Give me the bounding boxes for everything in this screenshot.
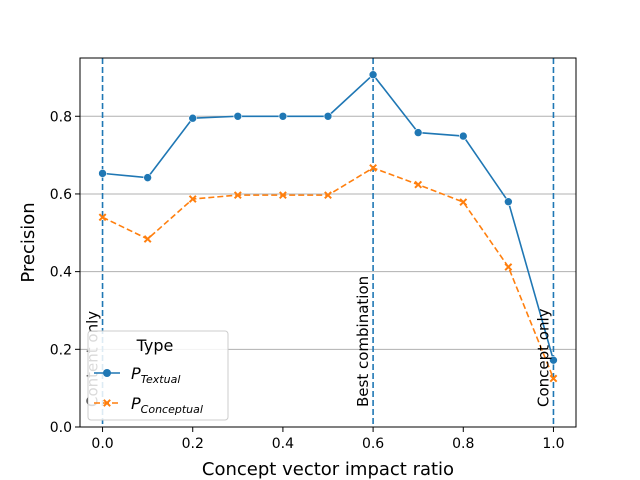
- data-point: [369, 164, 377, 172]
- data-point: [98, 169, 107, 178]
- data-point: [98, 213, 107, 222]
- x-tick-label: 0.4: [272, 436, 294, 452]
- x-axis-title: Concept vector impact ratio: [202, 459, 454, 480]
- y-tick-label: 0.2: [50, 342, 72, 358]
- x-tick-label: 1.0: [542, 436, 564, 452]
- legend-title: Type: [136, 336, 174, 355]
- data-point: [323, 111, 333, 121]
- x-tick-label: 0.2: [182, 436, 204, 452]
- x-tick-label: 0.6: [362, 436, 384, 452]
- legend-label-subscript: Conceptual: [141, 403, 203, 416]
- data-point: [459, 198, 468, 207]
- y-tick-label: 0.0: [50, 420, 72, 436]
- data-point: [549, 355, 558, 365]
- data-point: [504, 197, 513, 207]
- data-point: [549, 374, 558, 383]
- legend-marker: [103, 399, 111, 407]
- x-tick-label: 0.0: [91, 436, 113, 452]
- data-point: [504, 263, 513, 271]
- data-point: [368, 70, 378, 80]
- reference-line-label: Concept only: [534, 308, 552, 407]
- series: [98, 70, 558, 383]
- x-tick-label: 0.8: [452, 436, 474, 452]
- data-point: [143, 173, 152, 182]
- legend-box: [87, 330, 229, 421]
- data-point: [278, 111, 288, 121]
- data-point: [458, 131, 468, 141]
- legend-marker: [103, 369, 111, 377]
- data-point: [413, 128, 423, 137]
- axis-ticks: 0.0 0.2 0.4 0.6 0.8 0.0 0.2 0.4 0.6 0.8 1.0: [50, 109, 565, 452]
- y-axis-title: Precision: [18, 202, 39, 282]
- data-point: [188, 113, 198, 123]
- data-point: [143, 235, 152, 243]
- data-point: [233, 191, 242, 200]
- data-point: [233, 111, 243, 121]
- data-point: [324, 191, 332, 200]
- data-point: [188, 195, 197, 203]
- data-point: [414, 180, 423, 189]
- y-tick-label: 0.8: [50, 109, 72, 125]
- reference-line-label: Best combination: [354, 276, 372, 407]
- plot-frame: [79, 57, 577, 428]
- y-tick-label: 0.4: [50, 265, 72, 281]
- legend-label-subscript: Textual: [141, 373, 181, 386]
- y-tick-label: 0.6: [50, 187, 72, 203]
- data-point: [279, 191, 287, 200]
